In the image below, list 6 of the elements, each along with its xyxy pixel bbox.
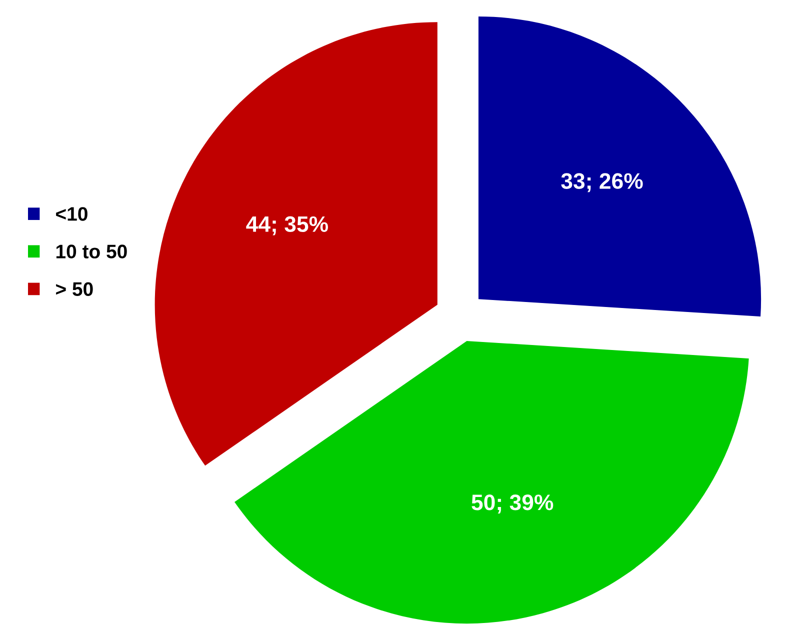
legend-label: > 50 bbox=[56, 282, 93, 296]
legend-label: 10 to 50 bbox=[56, 244, 127, 258]
data-label: 50; 39% bbox=[472, 494, 554, 514]
data-label: 44; 35% bbox=[246, 216, 328, 236]
legend-label: <10 bbox=[56, 207, 88, 221]
data-label: 33; 26% bbox=[561, 173, 643, 192]
